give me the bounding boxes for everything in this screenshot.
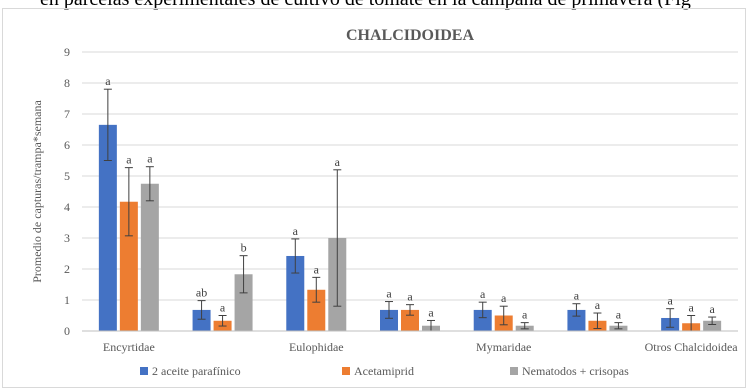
- y-tick-label: 5: [64, 169, 70, 183]
- legend-label: 2 aceite parafínico: [152, 364, 241, 378]
- significance-letter: a: [595, 298, 601, 312]
- y-tick-label: 2: [64, 262, 70, 276]
- y-axis-label: Promedio de capturas/trampa*semana: [30, 100, 44, 283]
- bar: [473, 309, 492, 331]
- legend-swatch: [140, 367, 148, 375]
- bar: [140, 183, 159, 331]
- bar: [703, 320, 722, 331]
- y-tick-label: 1: [64, 293, 70, 307]
- bar: [234, 274, 253, 331]
- significance-letter: a: [574, 289, 580, 303]
- y-tick-label: 3: [64, 231, 70, 245]
- bar: [286, 255, 305, 331]
- y-tick-label: 8: [64, 76, 70, 90]
- significance-letter: a: [126, 153, 132, 167]
- clipped-caption-text: en parcelas experimentales de cultivo de…: [0, 0, 748, 10]
- bar: [307, 289, 326, 331]
- significance-letter: a: [522, 308, 528, 322]
- significance-letter: a: [335, 155, 341, 169]
- chart-area: [2, 8, 746, 388]
- legend-label: Acetamiprid: [354, 364, 414, 378]
- x-tick-label: Eulophidae: [289, 340, 344, 354]
- x-tick-label: Otros Chalcidoidea: [645, 340, 739, 354]
- y-tick-label: 7: [64, 107, 70, 121]
- significance-letter: a: [709, 302, 715, 316]
- significance-letter: a: [616, 308, 622, 322]
- significance-letter: b: [241, 241, 247, 255]
- y-tick-label: 4: [64, 200, 70, 214]
- y-tick-label: 6: [64, 138, 70, 152]
- chart-title: CHALCIDOIDEA: [346, 27, 474, 44]
- significance-letter: a: [105, 74, 111, 88]
- significance-letter: a: [428, 305, 434, 319]
- significance-letter: a: [293, 224, 299, 238]
- x-tick-label: Encyrtidae: [103, 340, 155, 354]
- significance-letter: a: [501, 291, 507, 305]
- legend-swatch: [342, 367, 350, 375]
- y-tick-label: 9: [64, 45, 70, 59]
- legend-swatch: [510, 367, 518, 375]
- significance-letter: a: [480, 287, 486, 301]
- bar: [98, 124, 117, 331]
- bar: [119, 201, 138, 331]
- significance-letter: a: [667, 294, 673, 308]
- significance-letter: a: [688, 301, 694, 315]
- significance-letter: a: [147, 152, 153, 166]
- legend-label: Nematodos + crisopas: [522, 364, 629, 378]
- y-tick-label: 0: [64, 324, 70, 338]
- bar: [401, 309, 419, 331]
- caption-fragment: en parcelas experimentales de cultivo de…: [40, 0, 691, 10]
- significance-letter: a: [220, 301, 226, 315]
- significance-letter: ab: [196, 286, 207, 300]
- significance-letter: a: [314, 262, 320, 276]
- significance-letter: a: [407, 290, 413, 304]
- bar: [567, 309, 586, 331]
- bar: [192, 309, 211, 331]
- significance-letter: a: [386, 287, 392, 301]
- bar: [380, 309, 398, 331]
- x-tick-label: Mymaridae: [476, 340, 531, 354]
